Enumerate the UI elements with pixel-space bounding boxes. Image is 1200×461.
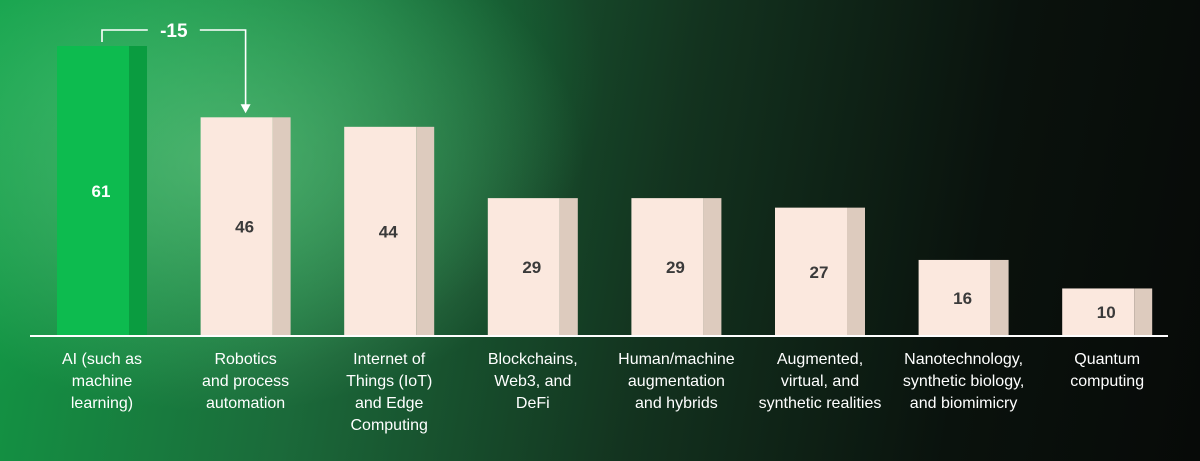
- category-label-line: and process: [202, 373, 289, 390]
- bar-0: [57, 46, 129, 336]
- category-label-line: Internet of: [353, 351, 426, 368]
- bar-side-7: [1134, 288, 1153, 336]
- annotation-bracket: [101, 29, 247, 106]
- annotation-label: -15: [160, 21, 188, 42]
- category-label-4: Human/machine augmentation and hybrids: [618, 351, 735, 412]
- category-label-line: AI (such as: [62, 351, 142, 368]
- bar-4: [631, 198, 704, 336]
- bar-value-label-6: 16: [953, 289, 972, 308]
- category-label-line: Augmented,: [777, 351, 863, 368]
- bar-3: [487, 198, 560, 336]
- category-label-6: Nanotechnology, synthetic biology, and bio…: [903, 351, 1025, 412]
- category-labels: AI (such as machine learning) Robotics and p…: [62, 351, 1144, 434]
- category-label-line: and hybrids: [635, 395, 718, 412]
- category-label-0: AI (such as machine learning): [62, 351, 142, 412]
- category-label-line: Human/machine: [618, 351, 735, 368]
- bar-side-6: [990, 259, 1009, 336]
- bar-value-label-7: 10: [1097, 303, 1116, 322]
- annotation-arrowhead: [240, 104, 251, 114]
- category-label-line: synthetic realities: [759, 395, 882, 412]
- category-label-line: Computing: [351, 417, 428, 434]
- category-label-5: Augmented, virtual, and synthetic realitie…: [759, 351, 882, 412]
- bar-6: [918, 259, 991, 336]
- category-label-line: Web3, and: [494, 373, 571, 390]
- category-label-line: virtual, and: [781, 373, 859, 390]
- category-label-line: learning): [71, 395, 133, 412]
- bar-side-4: [703, 198, 722, 336]
- bar-1: [200, 117, 273, 336]
- difference-annotation: -15: [101, 21, 251, 114]
- category-label-line: Robotics: [214, 351, 276, 368]
- bar-value-label-2: 44: [379, 222, 398, 241]
- bar-2: [344, 126, 417, 336]
- category-label-line: machine: [72, 373, 133, 390]
- bar-5: [775, 207, 847, 336]
- category-label-line: Quantum: [1074, 351, 1140, 368]
- bar-7: [1062, 288, 1135, 336]
- bar-side-1: [272, 117, 291, 336]
- bar-value-label-3: 29: [522, 258, 541, 277]
- category-label-line: automation: [206, 395, 285, 412]
- category-label-3: Blockchains, Web3, and DeFi: [488, 351, 578, 412]
- category-label-line: Things (IoT): [346, 373, 432, 390]
- category-label-1: Robotics and process automation: [202, 351, 289, 412]
- category-label-line: augmentation: [628, 373, 725, 390]
- category-label-line: computing: [1070, 373, 1144, 390]
- bars-group: 61 46 44 29 29 27 16 10: [57, 46, 1153, 336]
- category-label-line: Blockchains,: [488, 351, 578, 368]
- bar-side-5: [847, 207, 865, 336]
- category-label-line: and biomimicry: [910, 395, 1018, 412]
- category-label-2: Internet of Things (IoT) and Edge Computing: [346, 351, 432, 434]
- bar-side-2: [416, 126, 435, 336]
- category-label-line: Nanotechnology,: [904, 351, 1023, 368]
- bar-value-label-1: 46: [235, 218, 254, 237]
- category-label-line: DeFi: [516, 395, 550, 412]
- bar-side-3: [559, 198, 578, 336]
- category-label-line: and Edge: [355, 395, 424, 412]
- bar-value-label-0: 61: [92, 182, 111, 201]
- bar-value-label-5: 27: [810, 263, 829, 282]
- bar-side-0: [129, 46, 147, 336]
- bar-value-label-4: 29: [666, 258, 685, 277]
- category-label-7: Quantum computing: [1070, 351, 1144, 390]
- category-label-line: synthetic biology,: [903, 373, 1025, 390]
